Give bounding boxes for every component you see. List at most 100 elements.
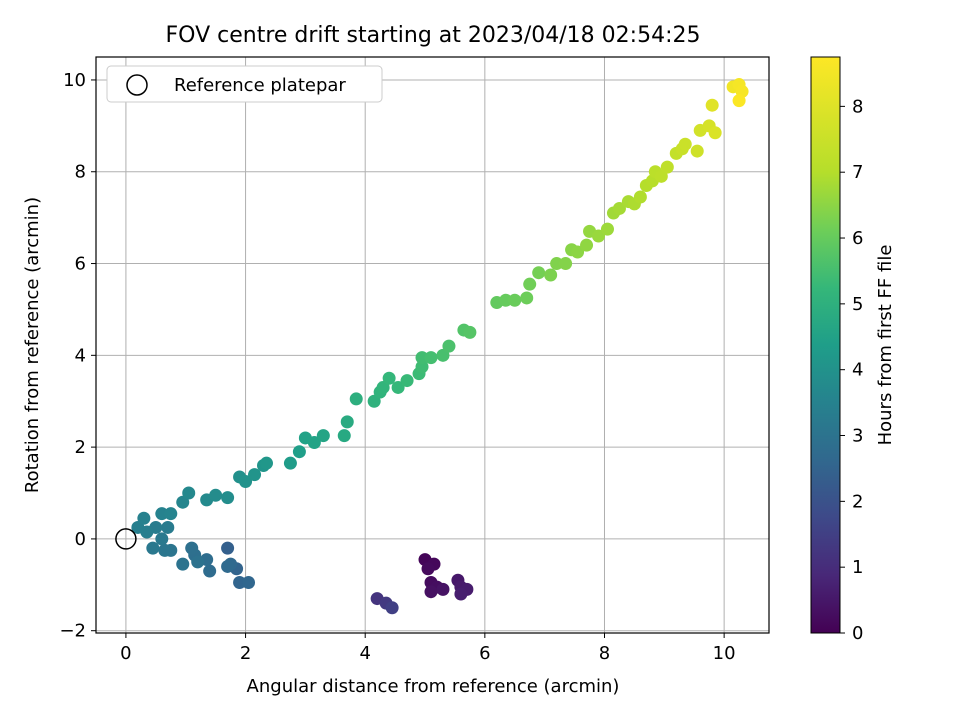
colorbar-tick-label: 4 — [852, 360, 863, 381]
data-point — [571, 245, 585, 259]
x-tick-label: 10 — [713, 643, 736, 664]
data-point — [176, 495, 190, 509]
data-point — [421, 562, 435, 576]
data-point — [337, 429, 351, 443]
data-point — [292, 445, 306, 459]
data-point — [259, 456, 273, 470]
legend-label: Reference platepar — [174, 75, 346, 96]
x-tick-label: 4 — [359, 643, 370, 664]
data-point — [424, 585, 438, 599]
chart-title: FOV centre drift starting at 2023/04/18 … — [166, 23, 701, 48]
y-tick-label: 2 — [75, 437, 86, 458]
data-point — [221, 559, 235, 573]
data-point — [233, 576, 247, 590]
data-point — [520, 291, 534, 305]
data-point — [732, 94, 746, 108]
y-tick-label: 4 — [75, 345, 86, 366]
data-point — [523, 277, 537, 291]
x-tick-label: 6 — [479, 643, 490, 664]
data-point — [442, 339, 456, 353]
data-point — [654, 169, 668, 183]
data-point — [400, 374, 414, 388]
y-tick-label: 8 — [75, 162, 86, 183]
data-point — [340, 415, 354, 429]
data-point — [424, 351, 438, 365]
colorbar-tick-label: 0 — [852, 623, 863, 644]
data-point — [185, 541, 199, 555]
data-point — [690, 144, 704, 158]
colorbar-tick-label: 2 — [852, 491, 863, 512]
data-point — [436, 582, 450, 596]
data-point — [499, 293, 513, 307]
data-point — [191, 555, 205, 569]
data-point — [463, 325, 477, 339]
data-point — [176, 557, 190, 571]
colorbar-tick-label: 8 — [852, 96, 863, 117]
data-point — [137, 511, 151, 525]
data-point — [221, 541, 235, 555]
data-points — [131, 78, 749, 615]
y-tick-label: 10 — [63, 70, 86, 91]
y-tick-label: 6 — [75, 254, 86, 275]
data-point — [612, 201, 626, 215]
data-point — [155, 532, 169, 546]
data-point — [203, 564, 217, 578]
data-point — [436, 348, 450, 362]
data-point — [633, 190, 647, 204]
data-point — [385, 601, 399, 615]
data-point — [242, 576, 256, 590]
colorbar-tick-label: 7 — [852, 162, 863, 183]
legend-box — [106, 65, 383, 103]
legend-marker — [126, 74, 148, 96]
data-point — [209, 488, 223, 502]
data-point — [382, 371, 396, 385]
data-point — [146, 541, 160, 555]
data-point — [349, 392, 363, 406]
data-point — [155, 507, 169, 521]
axis-ticks: 0 2 4 6 8 10 −2 0 2 4 6 8 10 — [59, 70, 735, 664]
x-axis-label: Angular distance from reference (arcmin) — [247, 676, 620, 697]
legend: Reference platepar — [106, 65, 383, 103]
data-point — [283, 456, 297, 470]
x-tick-label: 2 — [240, 643, 251, 664]
data-point — [307, 436, 321, 450]
data-point — [415, 351, 429, 365]
data-point — [580, 238, 594, 252]
data-point — [705, 98, 719, 112]
data-point — [182, 486, 196, 500]
data-point — [164, 507, 178, 521]
y-tick-label: 0 — [75, 529, 86, 550]
colorbar-tick-label: 6 — [852, 228, 863, 249]
data-point — [678, 137, 692, 151]
data-point — [131, 520, 145, 534]
data-point — [221, 491, 235, 505]
data-point — [660, 160, 674, 174]
x-tick-label: 0 — [120, 643, 131, 664]
data-point — [532, 266, 546, 280]
data-point — [544, 268, 558, 282]
plot-frame — [95, 56, 770, 634]
data-point — [376, 380, 390, 394]
y-tick-label: −2 — [59, 621, 86, 642]
reference-platepar-marker — [115, 528, 137, 550]
colorbar: 0 1 2 3 4 5 6 7 8 Hours from first FF file — [810, 56, 896, 644]
data-point — [600, 222, 614, 236]
data-point — [158, 543, 172, 557]
data-point — [239, 475, 253, 489]
y-axis-label: Rotation from reference (arcmin) — [22, 197, 43, 493]
data-point — [316, 429, 330, 443]
data-point — [550, 257, 564, 271]
data-point — [248, 468, 262, 482]
data-point — [391, 380, 405, 394]
data-point — [454, 587, 468, 601]
x-tick-label: 8 — [599, 643, 610, 664]
data-point — [559, 257, 573, 271]
colorbar-ticks: 0 1 2 3 4 5 6 7 8 — [840, 96, 863, 644]
data-point — [415, 360, 429, 374]
data-point — [367, 394, 381, 408]
data-point — [592, 229, 606, 243]
colorbar-tick-label: 5 — [852, 294, 863, 315]
colorbar-tick-label: 3 — [852, 426, 863, 447]
data-point — [708, 126, 722, 140]
